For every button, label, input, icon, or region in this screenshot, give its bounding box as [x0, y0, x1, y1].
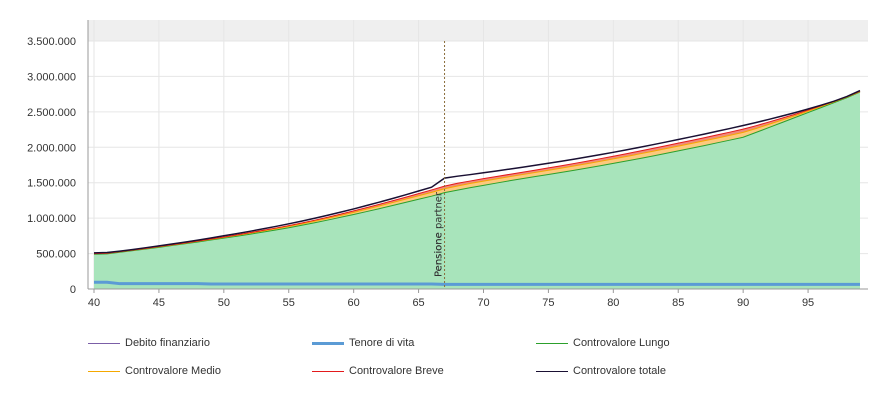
- legend-item-controvalore-medio[interactable]: Controvalore Medio: [88, 361, 221, 381]
- x-tick-label: 85: [672, 297, 684, 309]
- axes: 0 500.000 1.000.000 1.500.000 2.000.000 2.500…: [27, 20, 868, 309]
- legend-label: Tenore di vita: [349, 337, 415, 349]
- legend-label: Controvalore totale: [573, 365, 666, 377]
- legend-item-controvalore-lungo[interactable]: Controvalore Lungo: [536, 333, 670, 353]
- x-tick-label: 90: [737, 297, 749, 309]
- y-tick-label: 3.000.000: [27, 71, 76, 83]
- plot-top-band: [88, 20, 868, 41]
- area-controvalore-lungo: [94, 92, 860, 289]
- y-tick-label: 1.500.000: [27, 178, 76, 190]
- y-tick-label: 2.000.000: [27, 142, 76, 154]
- series-line-tenore-di-vita[interactable]: [94, 280, 860, 286]
- legend-swatch: [536, 370, 568, 372]
- legend-swatch: [536, 342, 568, 344]
- x-tick-label: 60: [348, 297, 360, 309]
- legend-label: Controvalore Medio: [125, 365, 221, 377]
- legend-item-controvalore-breve[interactable]: Controvalore Breve: [312, 361, 444, 381]
- legend-swatch: [312, 370, 344, 372]
- legend-item-debito-finanziario[interactable]: Debito finanziario: [88, 333, 210, 353]
- y-tick-label: 2.500.000: [27, 107, 76, 119]
- x-tick-label: 55: [283, 297, 295, 309]
- area-layers: [94, 91, 860, 290]
- y-tick-label: 500.000: [36, 249, 76, 261]
- y-tick-label: 3.500.000: [27, 36, 76, 48]
- series-line-controvalore-lungo[interactable]: [93, 91, 861, 255]
- y-tick-label: 1.000.000: [27, 213, 76, 225]
- legend-swatch: [312, 341, 344, 345]
- legend-label: Controvalore Breve: [349, 365, 444, 377]
- legend-swatch: [88, 342, 120, 344]
- annotation-label-1: Pensione partner: [434, 191, 445, 277]
- x-tick-label: 65: [412, 297, 424, 309]
- x-tick-label: 80: [607, 297, 619, 309]
- x-tick-label: 95: [802, 297, 814, 309]
- x-tick-label: 75: [542, 297, 554, 309]
- series-line-controvalore-totale[interactable]: [93, 89, 861, 254]
- x-tick-label: 45: [153, 297, 165, 309]
- legend-swatch: [88, 370, 120, 372]
- legend-label: Debito finanziario: [125, 337, 210, 349]
- x-tick-label: 40: [88, 297, 100, 309]
- series-line-controvalore-breve[interactable]: [93, 90, 861, 255]
- legend-item-controvalore-totale[interactable]: Controvalore totale: [536, 361, 666, 381]
- annotation-label-0: Pensione: [434, 232, 445, 277]
- x-tick-label: 50: [218, 297, 230, 309]
- x-tick-label: 70: [477, 297, 489, 309]
- legend-item-tenore-di-vita[interactable]: Tenore di vita: [312, 333, 414, 353]
- legend-label: Controvalore Lungo: [573, 337, 670, 349]
- y-tick-label: 0: [70, 284, 76, 296]
